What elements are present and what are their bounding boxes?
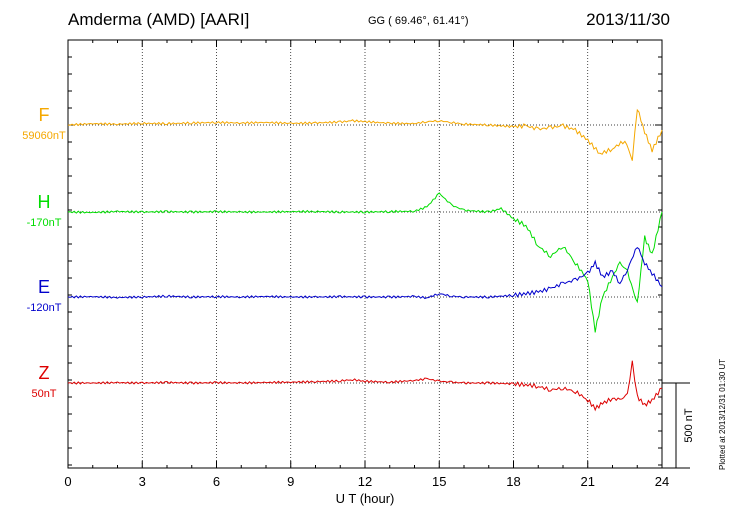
x-tick-label: 21 [581, 474, 595, 489]
axis-ticks: 0 3 6 9 12 15 18 21 24 [64, 40, 669, 489]
x-tick-label: 9 [287, 474, 294, 489]
scale-bar-label: 500 nT [683, 408, 695, 443]
station-title: Amderma (AMD) [AARI] [68, 10, 250, 29]
series-baseline-Z: 50nT [31, 388, 56, 400]
x-tick-label: 15 [432, 474, 446, 489]
x-tick-label: 18 [506, 474, 520, 489]
series-baseline-H: -170nT [27, 217, 62, 229]
series-line-E [67, 246, 663, 300]
x-tick-label: 6 [213, 474, 220, 489]
series-line-H [67, 192, 663, 333]
geographic-coords: GG ( 69.46°, 61.41°) [368, 15, 469, 27]
series-line-Z [67, 360, 663, 412]
series-layer [67, 108, 663, 412]
series-labels: F 59060nT H -170nT E -120nT Z 50nT [22, 105, 66, 400]
series-name-Z: Z [39, 363, 50, 383]
x-tick-label: 0 [64, 474, 71, 489]
series-name-E: E [38, 277, 50, 297]
x-tick-label: 24 [655, 474, 669, 489]
x-axis-label: U T (hour) [336, 491, 395, 506]
series-baseline-E: -120nT [27, 302, 62, 314]
series-line-F [67, 108, 663, 161]
series-name-F: F [39, 105, 50, 125]
series-name-H: H [38, 192, 51, 212]
grid-lines [68, 40, 662, 468]
plot-date: 2013/11/30 [586, 10, 670, 29]
scale-bar: 500 nT [662, 382, 695, 469]
x-tick-label: 3 [139, 474, 146, 489]
series-baseline-F: 59060nT [22, 130, 66, 142]
x-tick-label: 12 [358, 474, 372, 489]
plotted-timestamp: Plotted at 2013/12/31 01:30 UT [718, 358, 727, 470]
